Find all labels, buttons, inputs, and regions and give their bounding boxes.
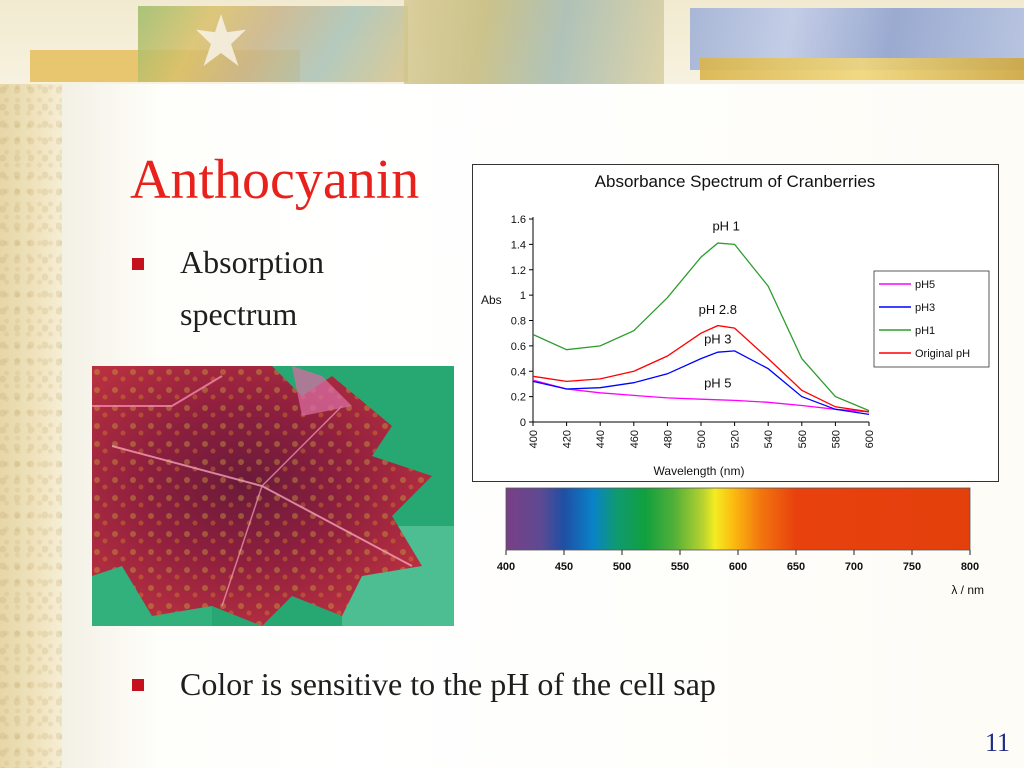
x-tick-label: 460 xyxy=(629,430,641,448)
red-leaf-photo xyxy=(92,366,454,626)
spectrum-tick-label: 600 xyxy=(729,561,747,573)
spectrum-tick-label: 500 xyxy=(613,561,631,573)
x-tick-label: 420 xyxy=(562,430,574,448)
bullet-text-spectrum: spectrum xyxy=(180,296,298,332)
x-tick-label: 440 xyxy=(595,430,607,448)
x-tick-label: 580 xyxy=(830,430,842,448)
visible-spectrum-chart: 400 450 500 550 600 650 700 750 800 λ / nm xyxy=(490,486,995,598)
series-line-ph3 xyxy=(532,350,870,416)
legend-label: pH3 xyxy=(915,302,935,314)
legend-label: pH5 xyxy=(915,279,935,291)
x-tick-label: 540 xyxy=(763,430,775,448)
page-number: 11 xyxy=(984,728,1010,757)
y-tick-label: 1.2 xyxy=(511,265,526,277)
banner-leaves-image xyxy=(138,6,408,82)
chart-title: Absorbance Spectrum of Cranberries xyxy=(595,172,876,191)
series-line-ph5 xyxy=(532,379,870,413)
legend-label: pH1 xyxy=(915,325,935,337)
spectrum-tick-label: 800 xyxy=(961,561,979,573)
x-tick-label: 600 xyxy=(864,430,876,448)
spectrum-color-bar xyxy=(505,487,971,551)
series-line-ph1 xyxy=(532,242,870,412)
slide-title: Anthocyanin xyxy=(130,149,420,211)
y-tick-label: 0.4 xyxy=(511,366,526,378)
spectrum-tick-label: 450 xyxy=(555,561,573,573)
x-tick-label: 400 xyxy=(528,430,540,448)
spectrum-tick-label: 400 xyxy=(497,561,515,573)
y-tick-label: 1.4 xyxy=(511,239,526,251)
y-axis-label: Abs xyxy=(481,293,502,307)
spectrum-tick-label: 700 xyxy=(845,561,863,573)
x-axis-label: Wavelength (nm) xyxy=(654,464,745,478)
curve-annotation: pH 2.8 xyxy=(699,302,737,317)
spectrum-tick-label: 750 xyxy=(903,561,921,573)
x-tick-label: 520 xyxy=(730,430,742,448)
chart-legend xyxy=(873,270,990,368)
square-bullet-icon xyxy=(132,679,144,691)
spectrum-tick-label: 650 xyxy=(787,561,805,573)
x-tick-label: 480 xyxy=(662,430,674,448)
curve-annotation: pH 5 xyxy=(704,376,731,391)
curve-annotation: pH 1 xyxy=(712,218,739,233)
bullet-text-absorption: Absorption xyxy=(180,244,324,280)
absorbance-chart: Absorbance Spectrum of Cranberries Abs W… xyxy=(472,164,999,482)
curve-annotation: pH 3 xyxy=(704,331,731,346)
left-parchment-strip xyxy=(0,0,62,768)
banner-foliage-image xyxy=(404,0,664,84)
spectrum-unit-label: λ / nm xyxy=(951,583,984,597)
top-banner xyxy=(0,0,1024,84)
y-tick-label: 0.2 xyxy=(511,392,526,404)
y-tick-label: 0 xyxy=(520,417,526,429)
bullet-text-color-sensitive: Color is sensitive to the pH of the cell… xyxy=(180,666,716,702)
x-tick-label: 500 xyxy=(696,430,708,448)
series-line-original-ph xyxy=(532,324,870,413)
legend-label: Original pH xyxy=(915,348,970,360)
spectrum-tick-label: 550 xyxy=(671,561,689,573)
y-tick-label: 0.6 xyxy=(511,341,526,353)
square-bullet-icon xyxy=(132,258,144,270)
y-tick-label: 1.6 xyxy=(511,214,526,226)
x-tick-label: 560 xyxy=(797,430,809,448)
y-tick-label: 0.8 xyxy=(511,316,526,328)
y-tick-label: 1 xyxy=(520,290,526,302)
banner-wheat-image xyxy=(700,58,1024,80)
